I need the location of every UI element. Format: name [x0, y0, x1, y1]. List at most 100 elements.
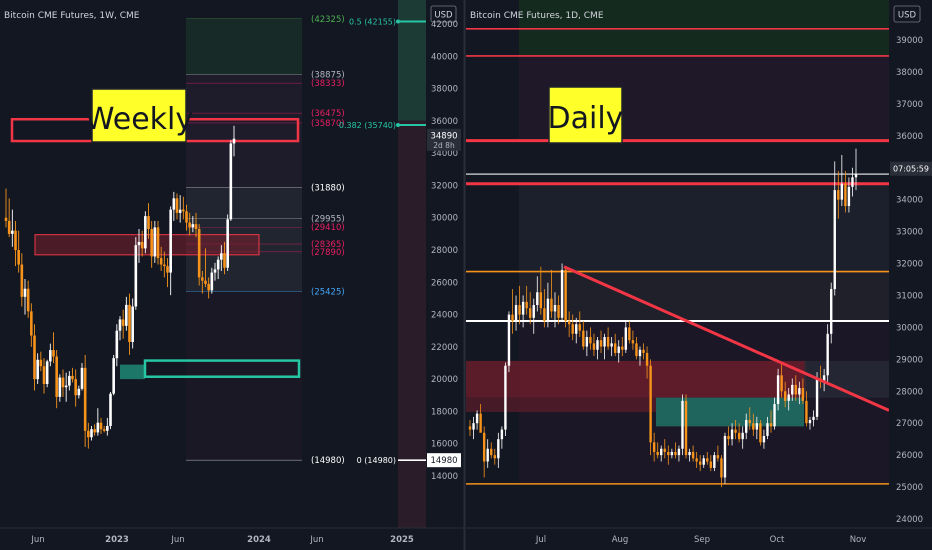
daily-candle-body [482, 432, 486, 462]
daily-candle-body [642, 349, 645, 353]
weekly-candle-body [20, 264, 24, 297]
weekly-candle-body [204, 280, 207, 284]
daily-candle-body [589, 336, 592, 344]
countdown-tag [890, 161, 932, 176]
weekly-candle-body [226, 219, 229, 268]
daily-candle-body [628, 327, 631, 341]
supply-zone-lower [466, 397, 656, 413]
daily-candle-body [621, 346, 624, 350]
daily-y-tick-label: 26000 [896, 451, 923, 461]
daily-candle-body [688, 451, 691, 456]
weekly-candle-body [185, 211, 188, 223]
daily-candle-body [536, 292, 539, 306]
weekly-candle-body [172, 198, 176, 210]
daily-band-top [519, 0, 889, 56]
weekly-candle-body [106, 425, 109, 431]
weekly-x-tick-label: Jun [170, 535, 184, 545]
daily-candle-body [532, 305, 535, 318]
weekly-candle-body [77, 388, 81, 396]
weekly-candle-body [163, 264, 166, 267]
daily-candle-body [546, 298, 550, 322]
daily-candle-body [745, 420, 748, 433]
fib-level-label: (25425) [311, 288, 345, 298]
daily-y-tick-label: 33000 [896, 228, 923, 238]
daily-y-tick-label: 39000 [896, 36, 923, 46]
weekly-candle-body [17, 250, 20, 265]
daily-y-tick-label: 37000 [896, 100, 923, 110]
daily-candle-body [698, 461, 702, 465]
weekly-candle-body [23, 288, 27, 297]
weekly-candle-body [36, 359, 39, 380]
weekly-candle-body [182, 209, 185, 212]
weekly-chart-pane[interactable]: (42325) (38875)(38333) (36475)(35870) (3188… [0, 0, 464, 550]
weekly-candle-body [55, 356, 58, 397]
weekly-y-tick-label: 28000 [431, 246, 458, 256]
daily-candle-body [766, 423, 769, 436]
daily-x-tick-label: Aug [612, 535, 629, 545]
weekly-candle-body [58, 377, 62, 397]
countdown-label: 2d 8h [433, 141, 455, 150]
daily-candle-body [822, 375, 826, 382]
daily-candle-body [684, 400, 688, 456]
fib-zone-top [186, 18, 302, 75]
last-price-label: 34890 [430, 131, 457, 141]
daily-candle-body [475, 413, 479, 424]
daily-candle-body [543, 308, 546, 322]
daily-candle-body [592, 343, 596, 350]
weekly-candle-body [232, 138, 236, 144]
daily-candle-body [518, 305, 521, 315]
weekly-candle-body [169, 209, 172, 273]
weekly-candle-body [156, 227, 160, 259]
daily-candle-body [706, 458, 709, 462]
daily-y-tick-label: 32000 [896, 260, 923, 270]
daily-y-tick-label: 24000 [896, 515, 923, 525]
weekly-y-tick-label: 14000 [431, 472, 458, 482]
daily-candle-body [815, 378, 819, 417]
weekly-candle-body [194, 224, 198, 230]
daily-candle-body [681, 400, 684, 449]
weekly-candle-body [144, 216, 147, 249]
daily-y-tick-label: 34000 [896, 196, 923, 206]
trendline [563, 265, 890, 412]
daily-candle-body [529, 308, 532, 318]
weekly-x-tick-label: Jun [30, 535, 44, 545]
weekly-candle-body [140, 241, 144, 249]
daily-candle-body [571, 324, 574, 334]
daily-candle-body [638, 349, 642, 357]
weekly-candle-body [207, 283, 210, 291]
daily-chart-pane[interactable]: Daily Bitcoin CME Futures, 1D, CME USD 2400… [463, 0, 932, 550]
weekly-candle-body [166, 266, 169, 273]
weekly-x-tick-label: 2025 [390, 535, 414, 545]
daily-candle-body [783, 391, 787, 401]
daily-y-tick-label: 38000 [896, 68, 923, 78]
weekly-candle-body [153, 227, 157, 257]
daily-candle-body [837, 190, 840, 200]
weekly-candle-body [137, 241, 141, 246]
zero-level-label: 14980 [430, 456, 457, 466]
daily-title: Bitcoin CME Futures, 1D, CME [470, 11, 604, 21]
weekly-x-tick-label: 2023 [105, 535, 129, 545]
daily-candle-body [500, 429, 504, 440]
daily-candle-body [663, 448, 666, 452]
last-price-tag [427, 128, 461, 151]
daily-candle-body [716, 455, 720, 459]
daily-x-tick-label: Sep [694, 535, 710, 545]
daily-candle-body [787, 394, 790, 401]
daily-candle-body [525, 301, 528, 309]
weekly-candle-body [14, 230, 17, 250]
daily-candle-body [631, 340, 635, 344]
daily-candle-body [734, 429, 737, 433]
daily-candle-body [847, 186, 851, 207]
daily-candle-body [691, 451, 695, 459]
weekly-candle-body [197, 229, 201, 278]
weekly-candle-body [112, 358, 115, 394]
weekly-candle-body [131, 306, 134, 343]
daily-candle-body [617, 346, 620, 353]
weekly-y-tick-label: 40000 [431, 52, 458, 62]
weekly-candle-body [11, 230, 14, 234]
daily-candle-body [741, 432, 744, 440]
daily-candle-body [472, 423, 475, 430]
daily-candle-body [670, 451, 674, 456]
daily-candle-body [840, 183, 844, 200]
daily-y-tick-label: 28000 [896, 387, 923, 397]
